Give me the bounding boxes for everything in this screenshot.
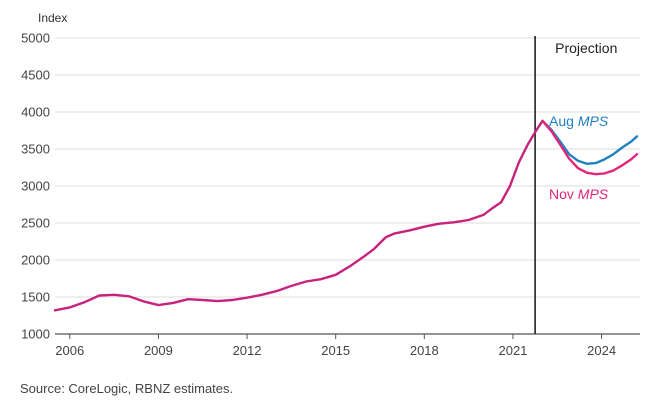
- series-line-nov-mps: [541, 119, 639, 176]
- series-lines: [53, 119, 639, 312]
- y-tick-label: 4000: [21, 105, 50, 120]
- y-tick-label: 1000: [21, 327, 50, 342]
- x-tick-label: 2006: [55, 343, 84, 358]
- aug-mps-label-text: Aug: [549, 113, 574, 129]
- source-note: Source: CoreLogic, RBNZ estimates.: [20, 381, 233, 396]
- y-tick-label: 3500: [21, 142, 50, 157]
- nov-mps-label: Nov MPS: [549, 186, 609, 202]
- projection-label: Projection: [555, 40, 617, 56]
- y-tick-label: 3000: [21, 179, 50, 194]
- y-axis-title: Index: [38, 11, 67, 25]
- y-tick-label: 2500: [21, 216, 50, 231]
- y-tick-label: 5000: [21, 31, 50, 46]
- x-tick-label: 2018: [410, 343, 439, 358]
- nov-mps-label-text: Nov: [549, 186, 574, 202]
- gridlines: [55, 37, 640, 335]
- series-line-history: [53, 119, 544, 312]
- series-line-aug-mps: [541, 119, 639, 165]
- x-tick-label: 2015: [321, 343, 350, 358]
- x-axis: 2006 2009 2012 2015 2018 2021 2024: [55, 334, 616, 358]
- y-tick-label: 1500: [21, 290, 50, 305]
- nov-mps-label-italic: MPS: [578, 186, 609, 202]
- y-tick-label: 2000: [21, 253, 50, 268]
- aug-mps-label-italic: MPS: [578, 113, 609, 129]
- aug-mps-label: Aug MPS: [549, 113, 609, 129]
- x-tick-label: 2012: [233, 343, 262, 358]
- x-tick-label: 2021: [498, 343, 527, 358]
- y-tick-label: 4500: [21, 68, 50, 83]
- y-axis: 1000 1500 2000 2500 3000 3500 4000 4500 5000: [21, 31, 50, 342]
- x-tick-label: 2009: [144, 343, 173, 358]
- x-tick-label: 2024: [587, 343, 616, 358]
